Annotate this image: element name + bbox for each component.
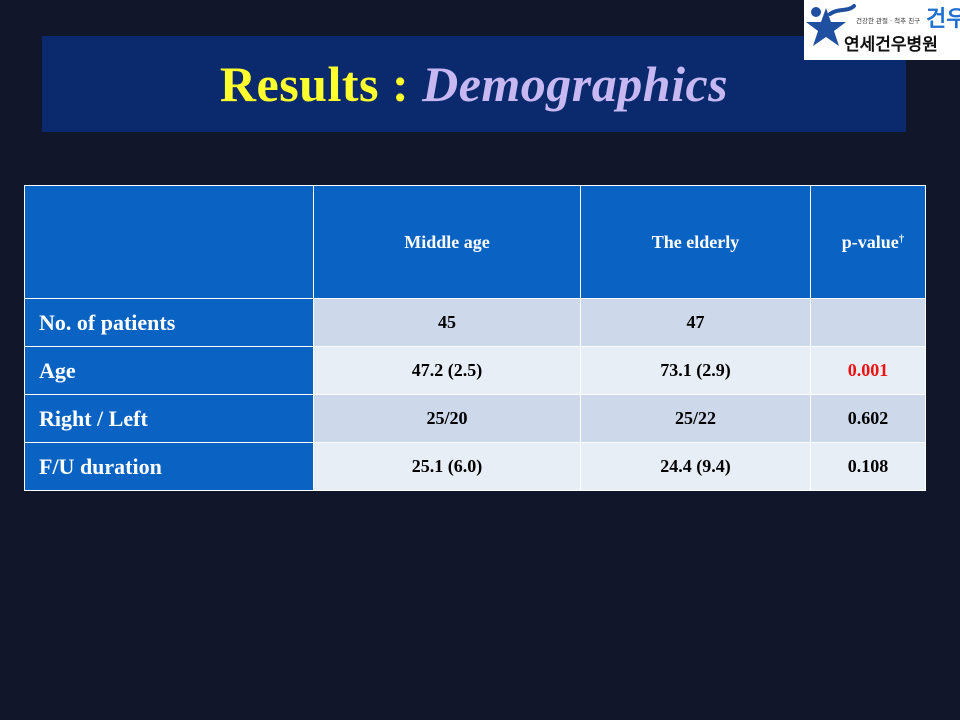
logo-side-text: 건우: [926, 7, 960, 32]
cell-elderly: 24.4 (9.4): [580, 442, 811, 491]
row-label: F/U duration: [24, 442, 314, 491]
table-row: No. of patients 45 47: [24, 298, 926, 347]
logo-small-text: 건강한 관절 · 척추 친구: [856, 16, 920, 25]
cell-elderly: 25/22: [580, 394, 811, 443]
table-row: Right / Left 25/20 25/22 0.602: [24, 394, 926, 443]
cell-p-value: 0.108: [810, 442, 926, 491]
header-empty-cell: [24, 185, 314, 299]
cell-p-value-significant: 0.001: [810, 346, 926, 395]
cell-middle-age: 25.1 (6.0): [313, 442, 581, 491]
title-bar: Results : Demographics: [42, 36, 906, 132]
demographics-table: Middle age The elderly p-value† No. of p…: [24, 185, 926, 491]
star-figure-icon: [806, 4, 856, 46]
cell-middle-age: 45: [313, 298, 581, 347]
table-header-row: Middle age The elderly p-value†: [24, 185, 926, 299]
dagger-mark: †: [898, 232, 905, 245]
row-label: Age: [24, 346, 314, 395]
hospital-logo: 건강한 관절 · 척추 친구 건우 연세건우병원: [804, 0, 960, 60]
header-elderly: The elderly: [580, 185, 811, 299]
row-label: Right / Left: [24, 394, 314, 443]
table-row: Age 47.2 (2.5) 73.1 (2.9) 0.001: [24, 346, 926, 395]
header-p-value-label: p-value: [841, 231, 899, 252]
header-p-value: p-value†: [810, 185, 926, 299]
slide-title: Results : Demographics: [220, 59, 728, 109]
cell-p-value: [810, 298, 926, 347]
cell-p-value: 0.602: [810, 394, 926, 443]
logo-main-text: 연세건우병원: [844, 35, 938, 55]
title-main: Results :: [219, 56, 410, 112]
logo-graphic: 건강한 관절 · 척추 친구 건우 연세건우병원: [806, 4, 960, 55]
title-sub: Demographics: [422, 56, 729, 112]
cell-elderly: 47: [580, 298, 811, 347]
cell-middle-age: 25/20: [313, 394, 581, 443]
cell-middle-age: 47.2 (2.5): [313, 346, 581, 395]
row-label: No. of patients: [24, 298, 314, 347]
table-row: F/U duration 25.1 (6.0) 24.4 (9.4) 0.108: [24, 442, 926, 491]
header-middle-age: Middle age: [313, 185, 581, 299]
cell-elderly: 73.1 (2.9): [580, 346, 811, 395]
